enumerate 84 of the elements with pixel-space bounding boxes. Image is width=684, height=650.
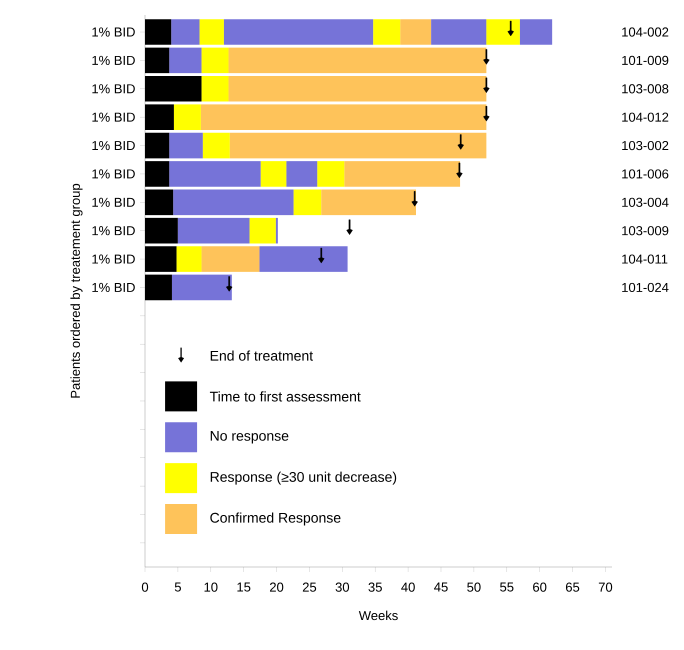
bar — [250, 218, 276, 244]
y-tick-label: 1% BID — [92, 112, 135, 122]
text: 101-006 — [622, 169, 668, 179]
bar — [294, 190, 322, 216]
text: 101-009 — [622, 56, 668, 66]
legend-label: Confirmed Response — [210, 512, 340, 526]
y-tick-label: 1% BID — [92, 282, 135, 292]
bar — [145, 161, 170, 187]
bar — [145, 104, 174, 130]
bar — [200, 19, 224, 45]
bar — [145, 246, 177, 272]
legend-label: No response — [210, 431, 288, 444]
x-tick-label: 25 — [302, 582, 316, 592]
text: 104-002 — [622, 27, 668, 37]
y-tick-label: 1% BID — [92, 198, 135, 207]
bar — [373, 19, 400, 45]
x-tick-label: 0 — [142, 582, 148, 592]
x-axis-title: Weeks — [358, 610, 398, 620]
text: 103-002 — [622, 140, 668, 150]
bar — [230, 132, 486, 158]
y-tick-label: 1% BID — [92, 84, 135, 94]
bar — [178, 218, 250, 244]
bar — [202, 48, 229, 74]
bar — [169, 161, 261, 187]
x-tick-label: 35 — [368, 582, 382, 592]
x-tick-label: 10 — [204, 582, 218, 592]
bar — [259, 246, 348, 272]
bar — [145, 274, 172, 300]
bar — [228, 76, 486, 102]
bar — [174, 104, 201, 130]
x-tick-label: 55 — [500, 582, 514, 592]
x-tick-label: 15 — [237, 582, 250, 592]
bar — [145, 132, 170, 158]
bar — [145, 48, 170, 74]
legend-label: Response (≥30 unit decrease) — [210, 472, 396, 485]
bar — [145, 76, 202, 102]
text: 101-024 — [622, 282, 669, 292]
bar — [431, 19, 486, 45]
bar — [172, 274, 232, 300]
bar — [486, 19, 520, 45]
bar — [202, 76, 229, 102]
bar — [317, 161, 344, 187]
bar — [200, 104, 486, 130]
bar — [260, 161, 286, 187]
y-tick-label: 1% BID — [92, 226, 135, 236]
bar — [145, 190, 174, 216]
x-tick-label: 20 — [270, 582, 284, 592]
x-tick-label: 65 — [566, 582, 580, 592]
bar — [228, 48, 486, 74]
bar — [202, 246, 260, 272]
bar — [202, 132, 230, 158]
bar — [176, 246, 202, 272]
x-tick-label: 5 — [174, 582, 181, 592]
bar — [286, 161, 318, 187]
bar — [224, 19, 374, 45]
bar — [169, 132, 203, 158]
x-tick-label: 30 — [336, 582, 350, 592]
legend-label: Time to first assessment — [210, 391, 361, 402]
text: 103-008 — [622, 84, 668, 94]
x-tick-label: 40 — [401, 582, 415, 592]
x-tick-label: 60 — [533, 582, 546, 592]
text: 103-004 — [622, 198, 669, 207]
y-tick-label: 1% BID — [92, 254, 135, 264]
bar — [171, 19, 200, 45]
bar — [344, 161, 460, 187]
y-axis-title: Patients ordered by treatement group — [70, 184, 83, 398]
bar — [145, 19, 172, 45]
legend-label: End of treatment — [210, 350, 314, 361]
y-tick-label: 1% BID — [92, 169, 135, 178]
bar — [400, 19, 432, 45]
bar — [169, 48, 202, 74]
bar — [520, 19, 552, 45]
bar — [321, 190, 416, 216]
text: 104-012 — [622, 112, 668, 122]
text: 104-011 — [622, 254, 668, 264]
y-tick-label: 1% BID — [92, 141, 135, 150]
bar — [145, 218, 178, 244]
x-tick-label: 70 — [598, 582, 612, 592]
text: 103-009 — [622, 226, 668, 236]
y-tick-label: 1% BID — [92, 27, 135, 37]
x-tick-label: 45 — [434, 582, 448, 592]
y-tick-label: 1% BID — [92, 56, 135, 65]
bar — [173, 190, 294, 216]
x-tick-label: 50 — [467, 582, 481, 592]
